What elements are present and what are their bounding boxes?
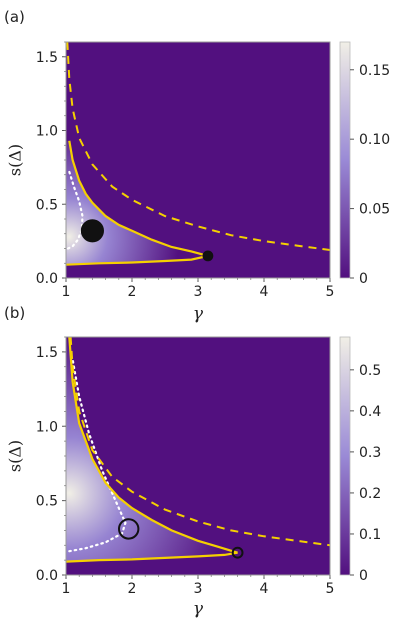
colorbar-tick-label: 0.2	[359, 486, 381, 502]
y-tick-label: 0.5	[36, 197, 58, 213]
x-tick-label: 5	[326, 284, 335, 300]
panel-label: (b)	[4, 304, 25, 322]
marker-2	[231, 546, 244, 559]
x-tick-label: 3	[194, 284, 203, 300]
y-tick-label: 1.0	[36, 419, 58, 435]
solid-upper-curve	[68, 337, 238, 554]
y-tick-label: 1.5	[36, 345, 58, 361]
solid-lower-curve	[66, 254, 209, 266]
density-region	[66, 337, 238, 562]
marker-2	[202, 250, 214, 262]
colorbar-tick-label: 0.10	[359, 132, 390, 148]
colorbar-tick-label: 0.15	[359, 63, 390, 79]
colorbar-tick-label: 0.5	[359, 363, 381, 379]
x-tick-label: 5	[326, 581, 335, 597]
x-axis-label: γ	[193, 599, 204, 619]
y-tick-label: 1.0	[36, 124, 58, 140]
marker-1	[80, 219, 105, 243]
x-tick-label: 4	[260, 581, 269, 597]
x-tick-label: 2	[128, 284, 137, 300]
x-tick-label: 1	[62, 581, 71, 597]
colorbar	[339, 41, 351, 279]
solid-upper-curve	[68, 140, 209, 257]
colorbar-tick-label: 0	[359, 568, 368, 584]
colorbar-tick-label: 0.1	[359, 527, 381, 543]
x-tick-label: 4	[260, 284, 269, 300]
colorbar-tick-label: 0.05	[359, 202, 390, 218]
y-tick-label: 0.0	[36, 568, 58, 584]
panel-label: (a)	[4, 8, 25, 26]
solid-lower-curve	[66, 551, 238, 563]
x-tick-label: 2	[128, 581, 137, 597]
y-tick-label: 0.5	[36, 494, 58, 510]
y-axis-label: s(Δ)	[6, 144, 25, 176]
colorbar-tick-label: 0.3	[359, 445, 381, 461]
y-tick-label: 0.0	[36, 271, 58, 287]
panel-b: 1 2 3 4 5 0.0 0.5 1.0 1.5 γ s(Δ) (b) 0 0.1 0.2 0.3 0.4 0.…	[4, 304, 381, 619]
colorbar-tick-label: 0	[359, 271, 368, 287]
x-axis-label: γ	[193, 304, 204, 324]
dotted-boundary-curve	[68, 358, 127, 553]
panel-a: 1 2 3 4 5 0.0 0.5 1.0 1.5 γ s(Δ) (a) 0 0.05 0.10 0.15	[4, 8, 390, 324]
dotted-boundary-curve	[66, 170, 84, 250]
colorbar	[339, 336, 351, 576]
y-tick-label: 1.5	[36, 50, 58, 66]
x-tick-label: 3	[194, 581, 203, 597]
colorbar-tick-label: 0.4	[359, 404, 381, 420]
marker-1	[118, 518, 140, 540]
y-axis-label: s(Δ)	[6, 440, 25, 472]
x-tick-label: 1	[62, 284, 71, 300]
